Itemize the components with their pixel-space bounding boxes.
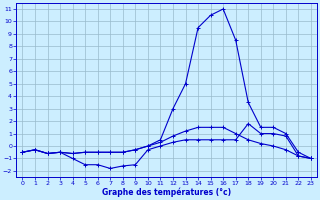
X-axis label: Graphe des températures (°c): Graphe des températures (°c) [102, 188, 231, 197]
